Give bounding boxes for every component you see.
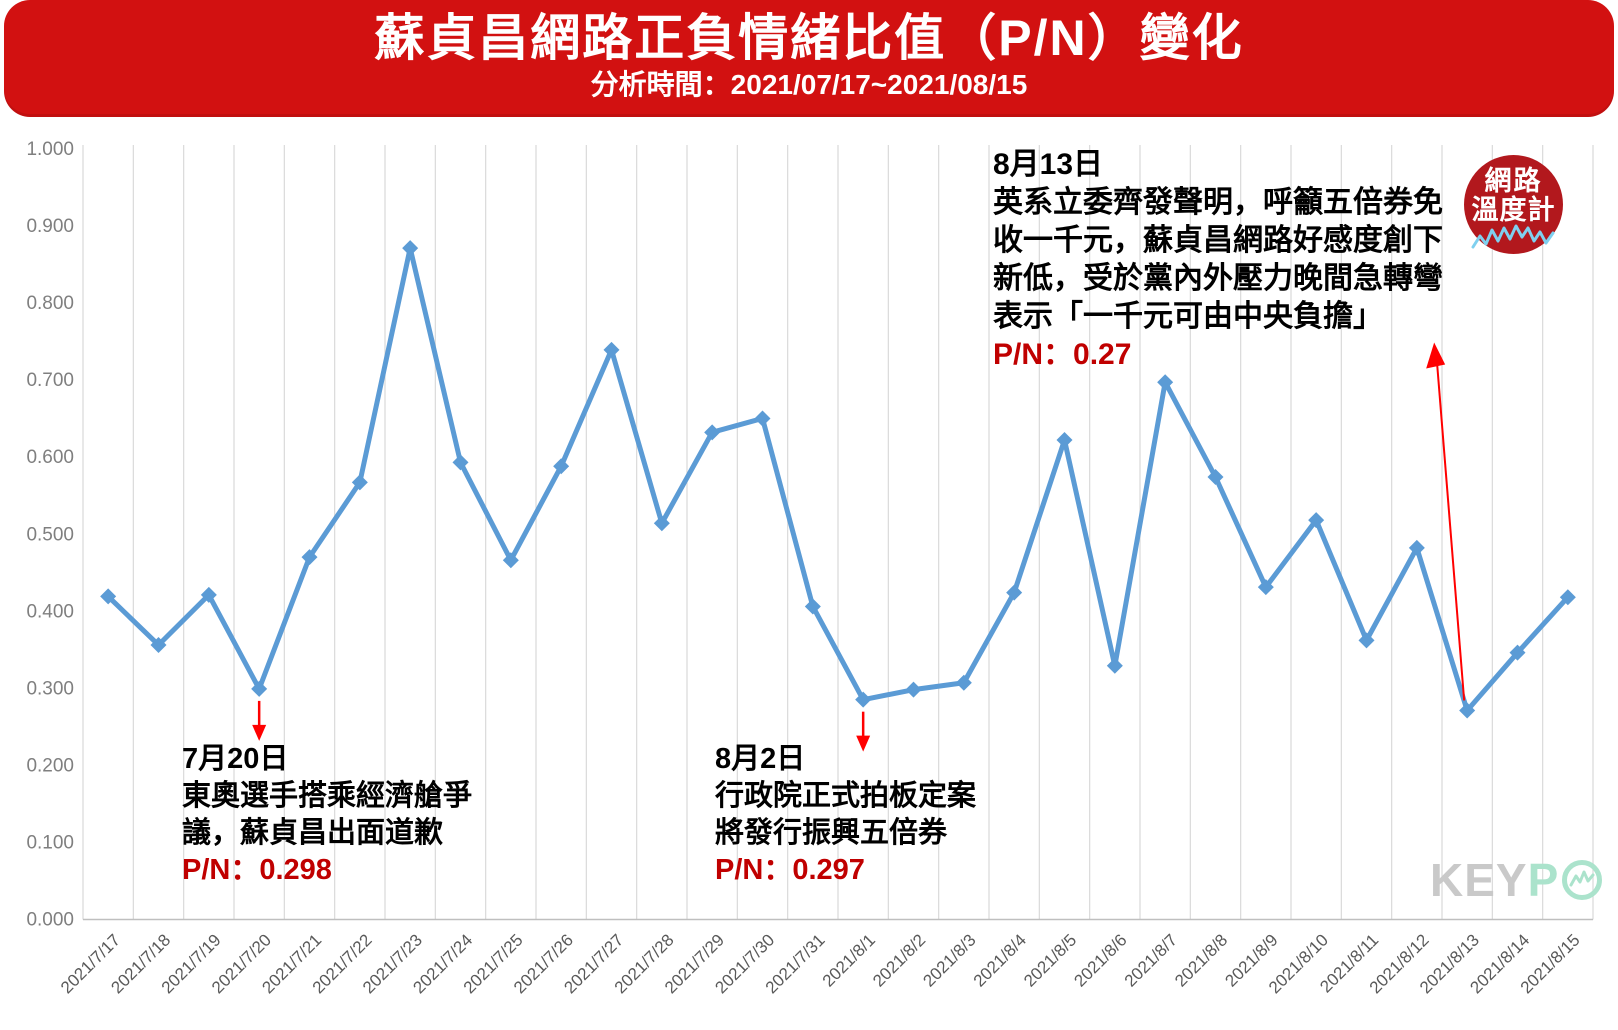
- y-axis-label: 0.100: [26, 832, 74, 853]
- annotation-line: 收一千元，蘇貞昌網路好感度創下: [993, 224, 1443, 257]
- data-point-marker: [1006, 584, 1023, 601]
- page-title: 蘇貞昌網路正負情緒比值（P/N）變化: [374, 10, 1244, 66]
- data-point-marker: [1358, 632, 1375, 649]
- data-point-marker: [1106, 657, 1123, 674]
- y-axis-label: 0.300: [26, 678, 74, 699]
- data-point-marker: [251, 680, 268, 697]
- keypo-text-gray: KEY: [1430, 854, 1528, 906]
- annotation-line: 表示「一千元可由中央負擔」: [993, 300, 1383, 333]
- keypo-text-mint: P: [1527, 854, 1560, 906]
- keypo-circle-icon: [1562, 860, 1603, 900]
- data-point-marker: [603, 341, 620, 358]
- annotation-line: 議，蘇貞昌出面道歉: [182, 817, 444, 849]
- annotation-date: 8月13日: [993, 148, 1104, 181]
- data-point-marker: [1509, 644, 1526, 661]
- data-point-marker: [1257, 579, 1274, 596]
- data-point-marker: [351, 474, 368, 491]
- annotation-pn-value: P/N：0.298: [182, 854, 332, 886]
- data-point-marker: [1459, 702, 1476, 719]
- data-point-marker: [200, 586, 217, 603]
- x-axis-label: 2021/8/7: [1121, 930, 1181, 990]
- data-point-marker: [704, 424, 721, 441]
- x-axis-label: 2021/8/4: [970, 930, 1030, 990]
- y-axis-label: 0.000: [26, 910, 74, 931]
- annotation-jul20: 7月20日 東奧選手搭乘經濟艙爭 議，蘇貞昌出面道歉 P/N：0.298: [182, 741, 472, 889]
- dailyview-thermometer-logo: 網路 溫度計: [1464, 155, 1563, 254]
- annotation-aug13: 8月13日 英系立委齊發聲明，呼籲五倍券免 收一千元，蘇貞昌網路好感度創下 新低…: [993, 146, 1443, 374]
- y-axis-label: 0.900: [26, 216, 74, 237]
- annotation-line: 行政院正式拍板定案: [715, 780, 977, 812]
- data-point-marker: [452, 454, 469, 471]
- annotation-line: 東奧選手搭乘經濟艙爭: [182, 780, 473, 812]
- header-banner: 蘇貞昌網路正負情緒比值（P/N）變化 分析時間：2021/07/17~2021/…: [4, 0, 1614, 117]
- data-point-marker: [150, 636, 167, 653]
- annotation-arrowhead: [1426, 342, 1446, 369]
- data-point-marker: [855, 691, 872, 708]
- keypo-watermark: KEY P: [1430, 853, 1603, 907]
- logo-squiggle-icon: [1471, 224, 1555, 249]
- data-point-marker: [653, 515, 670, 532]
- pn-series-line: [105, 245, 1571, 713]
- y-axis-label: 0.400: [26, 601, 74, 622]
- annotation-arrow: [1436, 364, 1466, 701]
- y-axis-label: 0.700: [26, 370, 74, 391]
- x-axis-label: 2021/8/3: [919, 930, 979, 990]
- data-point-marker: [100, 588, 117, 605]
- y-axis-label: 0.500: [26, 524, 74, 545]
- x-axis-label: 2021/8/2: [869, 930, 929, 990]
- annotation-line: 新低，受於黨內外壓力晚間急轉彎: [993, 262, 1443, 295]
- annotation-date: 8月2日: [715, 743, 806, 775]
- data-point-marker: [1056, 432, 1073, 449]
- data-point-marker: [1207, 469, 1224, 486]
- data-point-marker: [905, 681, 922, 698]
- annotation-aug2: 8月2日 行政院正式拍板定案 將發行振興五倍券 P/N：0.297: [715, 741, 976, 889]
- logo-text-line2: 溫度計: [1471, 195, 1556, 225]
- y-axis-label: 0.200: [26, 755, 74, 776]
- annotation-date: 7月20日: [182, 743, 289, 775]
- data-point-marker: [754, 410, 771, 427]
- logo-text-line1: 網路: [1484, 166, 1543, 196]
- x-axis-label: 2021/8/8: [1171, 930, 1231, 990]
- x-axis-label: 2021/8/1: [819, 930, 879, 990]
- data-point-marker: [402, 240, 419, 257]
- analysis-period: 分析時間：2021/07/17~2021/08/15: [590, 69, 1028, 100]
- y-axis-label: 0.600: [26, 447, 74, 468]
- data-point-marker: [301, 549, 318, 566]
- annotation-pn-value: P/N：0.297: [715, 854, 865, 886]
- x-axis-label: 2021/8/6: [1070, 930, 1130, 990]
- data-point-marker: [804, 598, 821, 615]
- y-axis-label: 0.800: [26, 293, 74, 314]
- data-point-marker: [1157, 374, 1174, 391]
- annotation-arrowhead: [252, 724, 267, 741]
- y-axis-label: 1.000: [26, 139, 74, 160]
- x-axis-label: 2021/8/5: [1020, 930, 1080, 990]
- annotation-arrowhead: [856, 735, 871, 752]
- data-point-marker: [955, 674, 972, 691]
- data-point-marker: [553, 458, 570, 475]
- data-point-marker: [1308, 512, 1325, 529]
- data-point-marker: [1408, 539, 1425, 556]
- annotation-line: 英系立委齊發聲明，呼籲五倍券免: [993, 186, 1443, 219]
- data-point-marker: [1559, 589, 1576, 606]
- annotation-line: 將發行振興五倍券: [715, 817, 948, 849]
- data-point-marker: [502, 552, 519, 569]
- annotation-pn-value: P/N：0.27: [993, 338, 1132, 371]
